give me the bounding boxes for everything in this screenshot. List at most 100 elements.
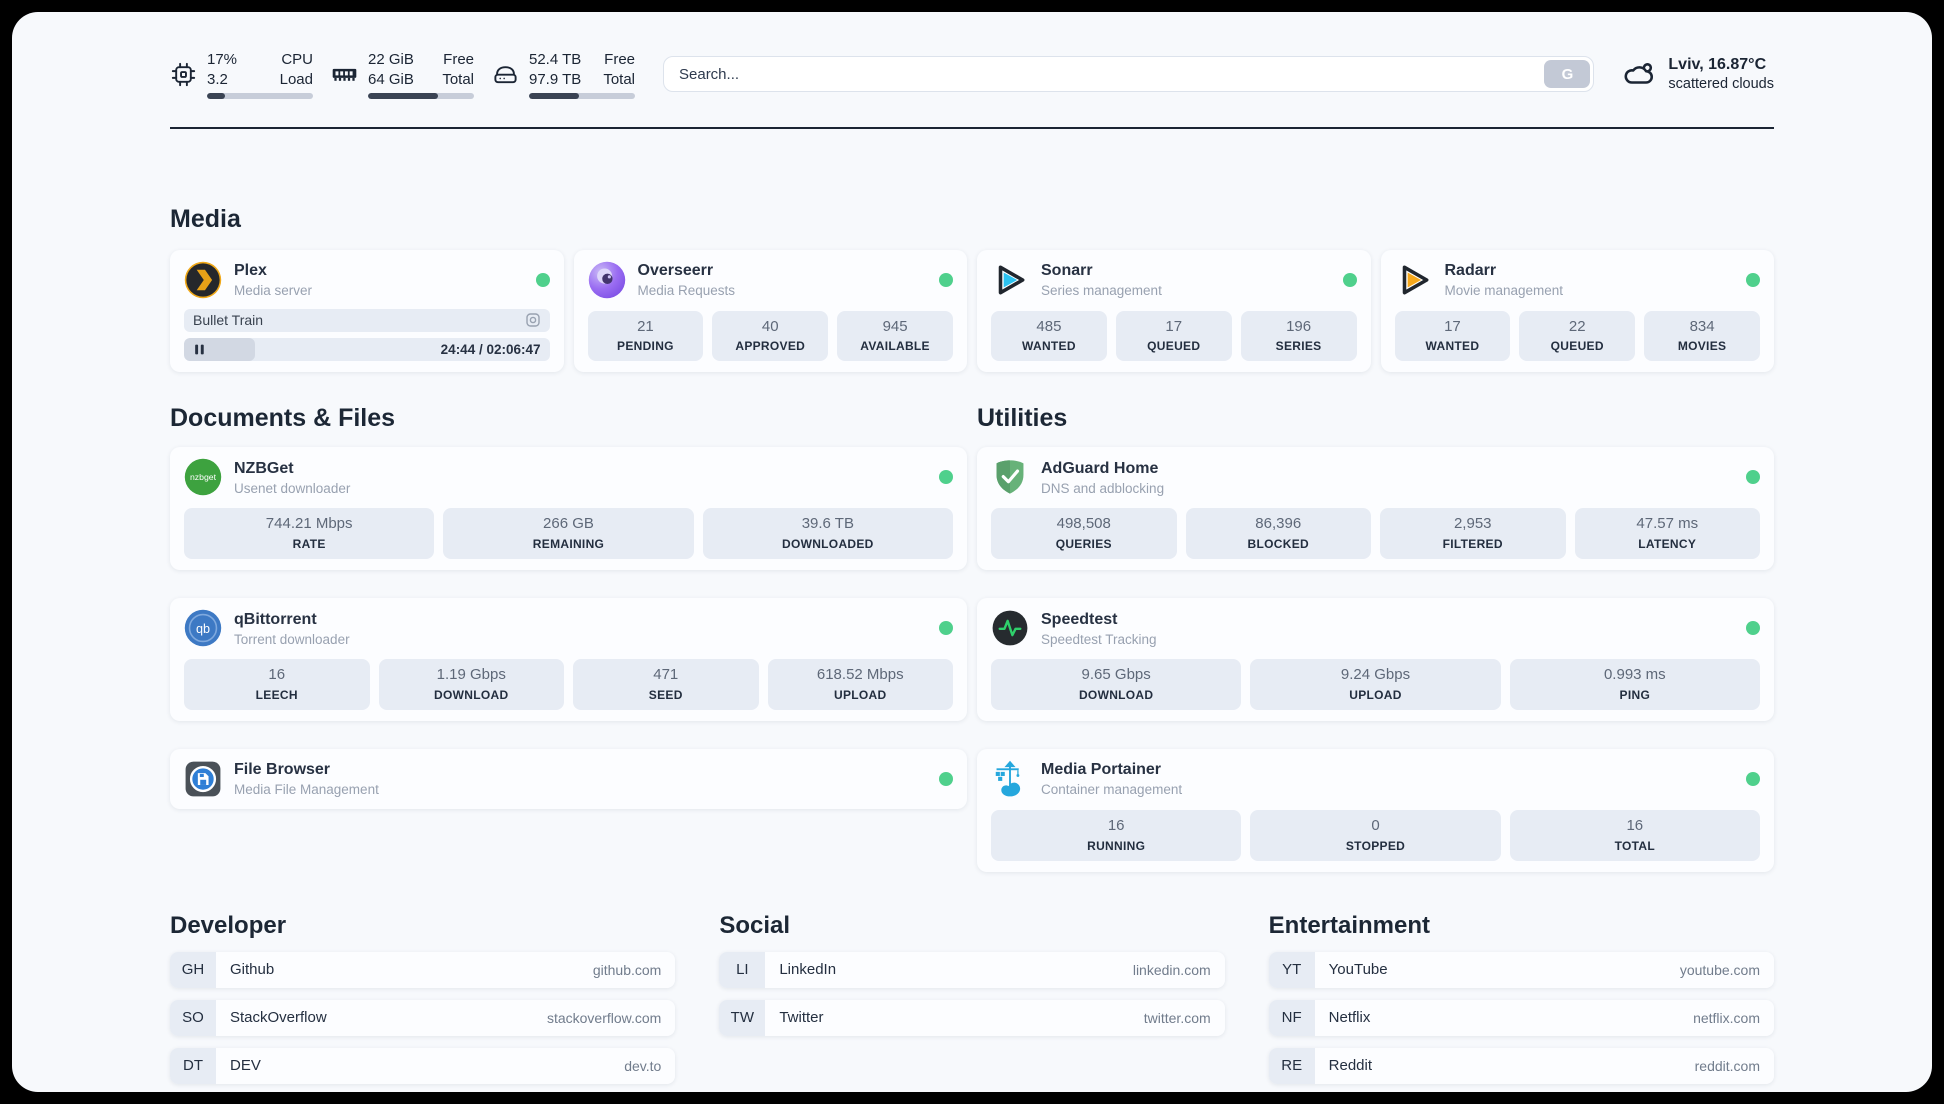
bookmark-reddit[interactable]: RE Reddit reddit.com	[1268, 1047, 1774, 1084]
sonarr-icon	[991, 261, 1029, 299]
app-card-filebrowser[interactable]: File Browser Media File Management	[170, 748, 967, 809]
cpu-stat: 17% 3.2 CPU Load	[170, 50, 313, 99]
section-title-documents: Documents & Files	[170, 404, 396, 433]
stat-box: 945 AVAILABLE	[837, 310, 953, 362]
speedtest-icon	[991, 609, 1029, 647]
utilities-column: AdGuard Home DNS and adblocking 498,508 …	[977, 447, 1774, 872]
bookmark-url: linkedin.com	[1132, 961, 1211, 978]
app-title: AdGuard Home	[1041, 459, 1159, 477]
bookmark-url: netflix.com	[1693, 1009, 1760, 1026]
app-card-radarr[interactable]: Radarr Movie management 17 WANTED 22 QUE…	[1380, 249, 1774, 373]
status-dot	[1746, 470, 1760, 485]
svg-text:nzbget: nzbget	[190, 473, 217, 483]
stat-box: 471 SEED	[573, 659, 759, 710]
memory-free-label: Free	[443, 51, 474, 68]
app-card-qbittorrent[interactable]: qb qBittorrent Torrent downloader 16 LEE…	[170, 598, 967, 721]
bookmark-abbr: YT	[1268, 951, 1315, 988]
playback-time: 24:44 / 02:06:47	[440, 341, 541, 357]
memory-total-value: 64 GiB	[368, 70, 414, 88]
bookmark-url: github.com	[592, 961, 662, 978]
bookmark-linkedin[interactable]: LI LinkedIn linkedin.com	[719, 951, 1225, 988]
qbittorrent-icon: qb	[184, 609, 222, 647]
stat-box: 498,508 QUERIES	[991, 508, 1177, 560]
stat-box: 485 WANTED	[991, 310, 1107, 362]
app-card-plex[interactable]: Plex Media server Bullet Train	[170, 249, 564, 373]
stat-box: 1.19 Gbps DOWNLOAD	[378, 659, 564, 710]
app-card-portainer[interactable]: Media Portainer Container management 16 …	[977, 748, 1774, 872]
app-card-overseerr[interactable]: Overseerr Media Requests 21 PENDING 40 A…	[573, 249, 967, 373]
bookmark-name: Twitter	[779, 1009, 824, 1027]
section-title-entertainment: Entertainment	[1268, 911, 1431, 939]
now-playing-row: Bullet Train	[184, 308, 550, 332]
memory-free-value: 22 GiB	[368, 51, 414, 68]
filebrowser-icon	[184, 760, 222, 798]
radarr-icon	[1395, 261, 1433, 299]
app-title: Overseerr	[637, 262, 714, 279]
stat-box: 0 STOPPED	[1250, 809, 1501, 861]
status-dot	[939, 470, 953, 485]
search-engine-button[interactable]: G	[1544, 60, 1591, 89]
bookmark-twitter[interactable]: TW Twitter twitter.com	[719, 999, 1225, 1036]
bookmark-youtube[interactable]: YT YouTube youtube.com	[1268, 951, 1774, 988]
stat-box: 834 MOVIES	[1644, 310, 1760, 362]
disk-stat: 52.4 TB 97.9 TB Free Total	[492, 50, 635, 99]
playback-progress-row: 24:44 / 02:06:47	[184, 337, 550, 361]
app-title: NZBGet	[234, 459, 294, 477]
cpu-load-value: 3.2	[207, 70, 228, 88]
stat-box: 17 WANTED	[1394, 310, 1511, 362]
stat-box: 9.65 Gbps DOWNLOAD	[991, 659, 1242, 710]
adguard-icon	[991, 458, 1029, 496]
stat-box: 47.57 ms LATENCY	[1574, 508, 1760, 560]
disk-progress-fill	[529, 92, 579, 99]
app-title: File Browser	[234, 761, 331, 779]
playback-progress-fill	[184, 337, 256, 361]
bookmark-column-social: Social LI LinkedIn linkedin.com TW Twitt…	[719, 912, 1225, 1084]
now-playing-session-icon[interactable]	[525, 312, 541, 328]
app-card-adguard[interactable]: AdGuard Home DNS and adblocking 498,508 …	[977, 447, 1774, 571]
header-divider	[170, 126, 1774, 129]
bookmark-name: LinkedIn	[779, 961, 837, 979]
app-card-speedtest[interactable]: Speedtest Speedtest Tracking 9.65 Gbps D…	[977, 598, 1774, 721]
app-card-nzbget[interactable]: nzbget NZBGet Usenet downloader 744.21 M…	[170, 447, 967, 571]
search-input[interactable]	[663, 56, 1595, 93]
app-subtitle: Media Requests	[637, 283, 736, 299]
bookmark-url: stackoverflow.com	[546, 1009, 662, 1026]
documents-column: nzbget NZBGet Usenet downloader 744.21 M…	[170, 447, 967, 809]
overseerr-icon	[588, 261, 626, 299]
bookmark-netflix[interactable]: NF Netflix netflix.com	[1268, 999, 1774, 1036]
app-subtitle: Torrent downloader	[234, 631, 350, 647]
media-grid: Plex Media server Bullet Train	[170, 249, 1774, 373]
app-title: qBittorrent	[234, 610, 317, 628]
app-card-sonarr[interactable]: Sonarr Series management 485 WANTED 17 Q…	[977, 249, 1371, 373]
stat-box: 17 QUEUED	[1115, 310, 1232, 362]
status-dot	[1746, 621, 1760, 636]
app-subtitle: Speedtest Tracking	[1041, 631, 1157, 647]
memory-stat: 22 GiB 64 GiB Free Total	[331, 50, 474, 99]
bookmark-column-developer: Developer GH Github github.com SO StackO…	[170, 912, 676, 1084]
now-playing-title: Bullet Train	[193, 312, 264, 329]
status-dot	[939, 272, 953, 287]
cpu-usage-value: 17%	[207, 51, 238, 68]
status-dot	[1746, 771, 1760, 786]
bookmark-dev[interactable]: DT DEV dev.to	[170, 1047, 676, 1084]
weather-location-temp: Lviv, 16.87°C	[1668, 56, 1767, 74]
app-title: Radarr	[1444, 262, 1497, 279]
app-subtitle: Series management	[1041, 283, 1162, 299]
app-title: Plex	[234, 262, 267, 279]
section-title-utilities: Utilities	[977, 404, 1068, 433]
svg-text:qb: qb	[196, 622, 210, 636]
app-title: Media Portainer	[1041, 761, 1162, 779]
bookmark-abbr: GH	[170, 951, 216, 988]
status-dot	[1746, 272, 1760, 287]
bookmark-github[interactable]: GH Github github.com	[170, 951, 676, 988]
app-title: Sonarr	[1041, 262, 1093, 279]
stat-box: 618.52 Mbps UPLOAD	[767, 659, 953, 710]
app-title: Speedtest	[1041, 610, 1118, 628]
pause-icon[interactable]	[193, 343, 206, 356]
memory-icon	[331, 61, 358, 88]
bookmark-url: reddit.com	[1694, 1057, 1760, 1074]
status-dot	[939, 621, 953, 636]
memory-progress-fill	[368, 92, 438, 99]
memory-progress-bar	[368, 92, 474, 99]
bookmark-stackoverflow[interactable]: SO StackOverflow stackoverflow.com	[170, 999, 676, 1036]
